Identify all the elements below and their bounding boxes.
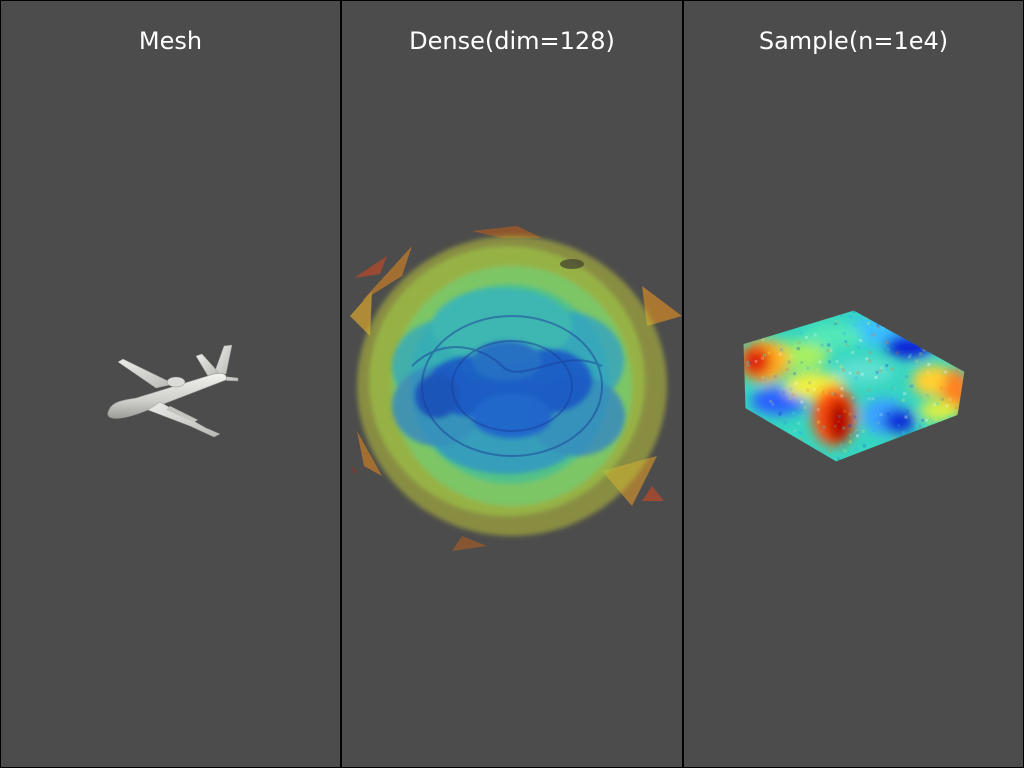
subplot-dense[interactable]: Dense(dim=128)	[342, 1, 682, 767]
subplot-sample[interactable]: Sample(n=1e4)	[684, 1, 1023, 767]
subplot-mesh[interactable]: Mesh	[1, 1, 340, 767]
airplane-mesh-render[interactable]	[96, 336, 256, 446]
point-cloud-render[interactable]	[734, 301, 974, 471]
subplot-title-sample: Sample(n=1e4)	[758, 27, 949, 55]
subplot-title-dense: Dense(dim=128)	[409, 27, 615, 55]
sdf-isosurface-render[interactable]	[342, 216, 682, 581]
subplot-title-mesh: Mesh	[138, 27, 203, 55]
